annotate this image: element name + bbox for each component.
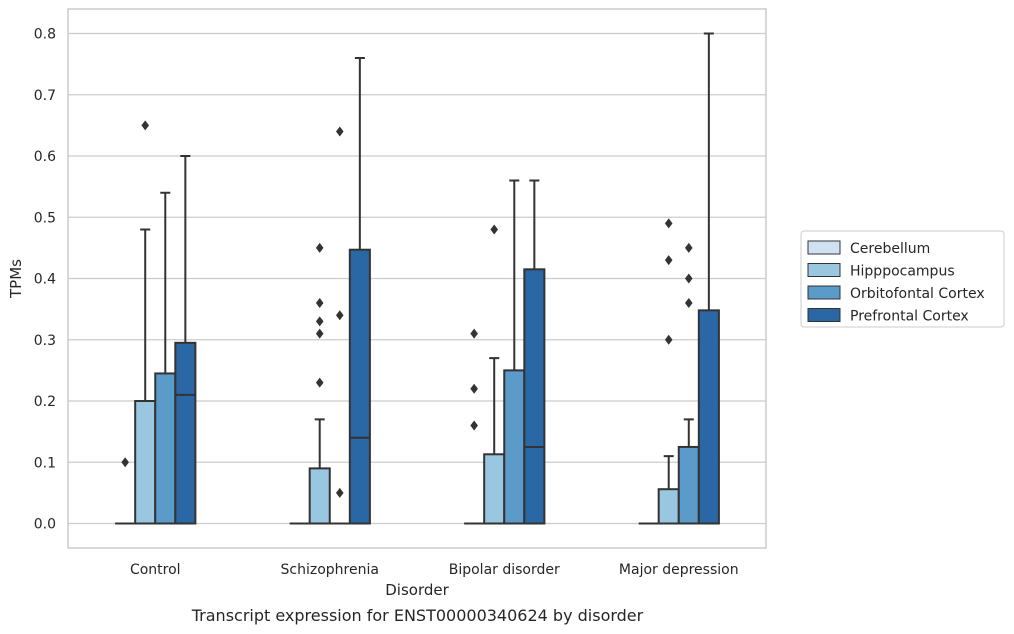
outlier-point (470, 328, 478, 339)
y-tick-label: 0.5 (34, 210, 56, 226)
x-tick-label: Control (130, 562, 181, 578)
outlier-point (121, 457, 129, 468)
outlier-point (315, 298, 324, 308)
y-tick-label: 0.1 (34, 455, 56, 471)
legend: Cerebellum Hipppocampus Orbitofontal Corte… (800, 230, 1005, 328)
box-orbitofontal-cortex (677, 242, 700, 525)
box-orbitofontal-cortex (503, 179, 526, 525)
box-body (154, 372, 177, 525)
y-tick-label: 0.4 (34, 272, 56, 288)
box-body (348, 248, 371, 525)
outlier-point (664, 218, 673, 229)
y-tick-label: 0.0 (34, 517, 56, 533)
box-body (657, 488, 680, 525)
y-axis-label: TPMs (7, 259, 25, 299)
box-body (174, 341, 197, 525)
legend-item-label: Cerebellum (850, 241, 930, 257)
y-tick-label: 0.8 (34, 27, 56, 43)
box-prefrontal-cortex (174, 155, 197, 525)
outlier-point (470, 383, 478, 394)
legend-swatch (807, 308, 841, 322)
y-tick-label: 0.3 (34, 333, 56, 349)
outlier-point (315, 328, 324, 339)
legend-frame (800, 230, 1005, 328)
y-tick-label: 0.6 (34, 149, 56, 165)
outlier-point (470, 420, 478, 431)
box-hipppocampus (657, 218, 680, 525)
box-prefrontal-cortex (348, 57, 371, 525)
box-orbitofontal-cortex (329, 126, 350, 525)
legend-item-label: Orbitofontal Cortex (850, 286, 985, 302)
outlier-point (684, 298, 693, 308)
box-prefrontal-cortex (697, 32, 720, 525)
y-tick-label: 0.7 (34, 88, 56, 104)
plot-area-frame (67, 8, 767, 549)
box-body (483, 453, 506, 525)
box-body (308, 467, 331, 525)
figure-caption: Transcript expression for ENST0000034062… (191, 606, 644, 625)
outlier-point (315, 316, 324, 327)
x-tick-label: Schizophrenia (281, 562, 379, 578)
x-tick-label: Major depression (619, 562, 739, 578)
outlier-point (315, 242, 324, 253)
boxes-layer (115, 32, 720, 525)
outlier-point (664, 334, 673, 345)
legend-swatch (807, 240, 841, 255)
legend-item-label: Hipppocampus (850, 264, 955, 280)
y-tick-label: 0.2 (34, 394, 56, 410)
x-tick-label: Bipolar disorder (449, 562, 560, 578)
box-prefrontal-cortex (523, 179, 546, 525)
outlier-point (335, 487, 344, 498)
y-axis-ticks: 0.0 0.1 0.2 0.3 0.4 0.5 0.6 0.7 0.8 (34, 27, 56, 533)
box-hipppocampus (308, 242, 331, 525)
x-axis-label: Disorder (385, 581, 449, 599)
legend-item-label: Prefrontal Cortex (850, 309, 969, 325)
legend-swatch (807, 285, 841, 300)
box-body (134, 400, 157, 525)
box-body (697, 309, 720, 525)
outlier-point (684, 242, 693, 253)
legend-swatch (807, 263, 841, 277)
outlier-point (684, 273, 693, 284)
x-axis-ticks: Control Schizophrenia Bipolar disorder Majo… (130, 562, 739, 578)
outlier-point (315, 377, 324, 388)
box-body (677, 445, 700, 525)
box-orbitofontal-cortex (154, 191, 177, 525)
outlier-point (141, 120, 150, 131)
box-body (523, 268, 546, 525)
box-hipppocampus (134, 120, 157, 525)
outlier-point (664, 255, 673, 266)
box-hipppocampus (483, 224, 506, 525)
outlier-point (335, 310, 344, 321)
box-body (503, 369, 526, 525)
outlier-point (490, 224, 499, 235)
outlier-point (335, 126, 344, 137)
